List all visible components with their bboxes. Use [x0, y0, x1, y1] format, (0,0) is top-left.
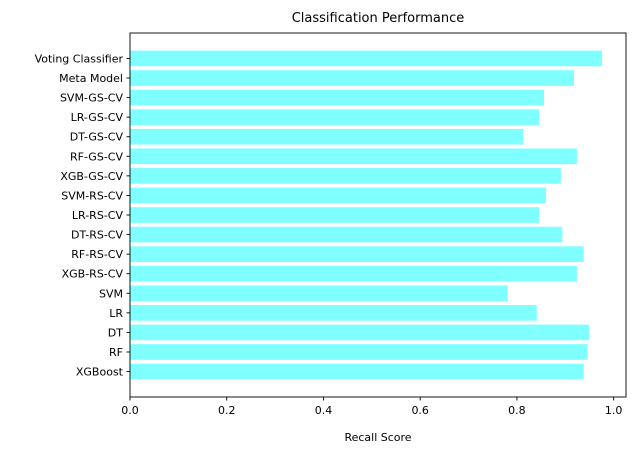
bar-xgb-gs-cv — [130, 168, 561, 184]
bar-lr — [130, 305, 537, 321]
y-tick-label: LR — [109, 307, 123, 320]
bar-svm-rs-cv — [130, 187, 546, 204]
x-tick-label: 0.6 — [411, 404, 429, 417]
chart-title: Classification Performance — [292, 11, 465, 26]
y-tick-label: RF — [109, 346, 123, 359]
x-axis-ticks: 0.0 0.2 0.4 0.6 0.8 1.0 — [121, 397, 622, 417]
y-tick-label: DT-RS-CV — [71, 229, 123, 242]
y-tick-label: RF-GS-CV — [70, 150, 123, 163]
y-tick-label: XGBoost — [76, 366, 124, 379]
y-tick-label: SVM — [99, 287, 123, 300]
bar-rf-rs-cv — [130, 246, 584, 262]
x-tick-label: 0.4 — [315, 404, 333, 417]
y-tick-label: XGB-RS-CV — [62, 268, 124, 281]
y-tick-label: SVM-GS-CV — [60, 92, 124, 105]
y-tick-label: Meta Model — [59, 72, 123, 85]
bar-meta-model — [130, 70, 575, 86]
bars-group — [130, 50, 603, 380]
bar-rf-gs-cv — [130, 148, 577, 165]
y-axis-ticks: XGBoost RF DT LR SVM XGB-RS-CV RF-RS-CV DT-RS-C… — [35, 52, 130, 379]
y-tick-label: XGB-GS-CV — [60, 170, 123, 183]
x-axis-label: Recall Score — [344, 431, 411, 444]
y-tick-label: LR-GS-CV — [71, 111, 124, 124]
bar-lr-rs-cv — [130, 207, 540, 223]
y-tick-label: Voting Classifier — [35, 52, 124, 65]
bar-dt-gs-cv — [130, 128, 524, 145]
y-tick-label: DT — [108, 326, 123, 339]
bar-dt-rs-cv — [130, 226, 563, 243]
bar-xgb-rs-cv — [130, 265, 577, 282]
bar-voting-classifier — [130, 50, 603, 67]
bar-dt — [130, 324, 589, 341]
plot-frame — [129, 32, 627, 398]
y-tick-label: RF-RS-CV — [71, 248, 123, 261]
y-tick-label: DT-GS-CV — [70, 131, 124, 144]
bar-rf — [130, 344, 588, 360]
x-tick-label: 0.2 — [218, 404, 236, 417]
y-tick-label: SVM-RS-CV — [61, 189, 123, 202]
x-tick-label: 0.8 — [508, 404, 526, 417]
x-tick-label: 0.0 — [121, 404, 139, 417]
bar-svm — [130, 285, 508, 302]
bar-xgboost — [130, 363, 584, 380]
y-tick-label: LR-RS-CV — [72, 209, 124, 222]
bar-lr-gs-cv — [130, 109, 540, 125]
bar-svm-gs-cv — [130, 89, 545, 106]
x-tick-label: 1.0 — [605, 404, 623, 417]
